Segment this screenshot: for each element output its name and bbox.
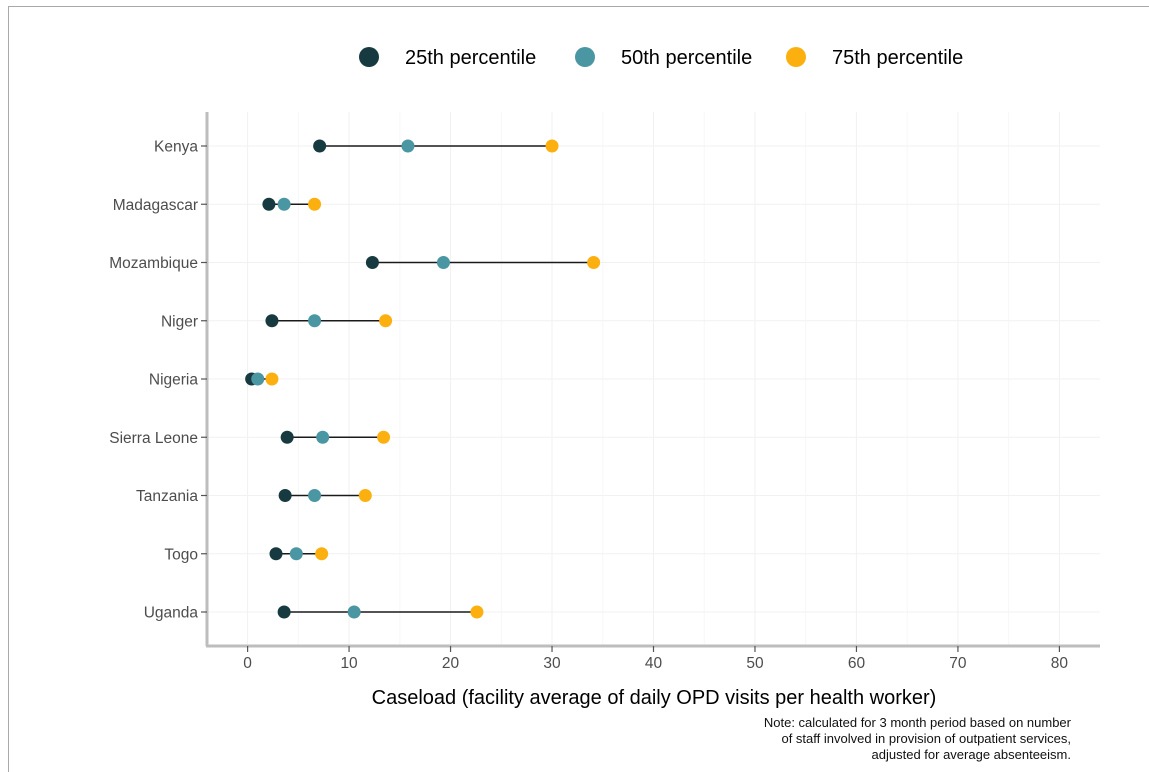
y-tick-label: Sierra Leone [109,430,198,447]
legend-swatch [786,47,806,67]
footnote: Note: calculated for 3 month period base… [764,715,1071,763]
point-p50 [308,314,322,328]
y-tick-label: Tanzania [136,488,198,505]
legend-label: 75th percentile [832,47,963,69]
grid [207,112,1100,646]
point-p75 [470,605,484,619]
y-axis-ticks: Kenya Madagascar Mozambique Niger Nigeria Sie… [109,139,207,622]
y-tick-label: Niger [161,313,198,330]
point-p25 [269,547,283,561]
footnote-line-3: adjusted for average absenteeism. [871,747,1071,762]
point-p50 [436,256,450,269]
x-tick-label: 50 [746,655,764,672]
x-tick-label: 0 [243,655,252,672]
data-marks [245,139,601,619]
y-tick-label: Madagascar [113,197,198,214]
point-p50 [347,605,361,619]
point-p25 [365,256,379,269]
point-p75 [379,314,393,328]
point-p25 [262,197,276,211]
point-p75 [587,256,601,269]
footnote-line-2: of staff involved in provision of outpat… [781,731,1071,746]
x-tick-label: 40 [645,655,663,672]
point-p50 [401,139,415,153]
point-p25 [280,430,294,444]
point-p75 [265,372,279,386]
point-p25 [265,314,279,328]
x-tick-label: 70 [949,655,967,672]
legend-label: 25th percentile [405,47,536,69]
point-p50 [289,547,303,561]
point-p50 [316,430,330,444]
legend-label: 50th percentile [621,47,752,69]
x-tick-label: 20 [442,655,460,672]
x-tick-label: 60 [848,655,866,672]
x-tick-label: 10 [340,655,358,672]
point-p75 [315,547,329,561]
point-p25 [277,605,291,619]
y-tick-label: Togo [164,546,198,563]
chart-frame [8,6,1149,772]
point-p50 [251,372,265,386]
legend-swatch [359,47,379,67]
point-p50 [277,197,291,211]
point-p75 [545,139,559,153]
point-p50 [308,489,322,502]
y-tick-label: Kenya [154,139,198,156]
legend: 25th percentile 50th percentile 75th perce… [359,47,963,69]
legend-swatch [575,47,595,67]
footnote-line-1: Note: calculated for 3 month period base… [763,715,1071,730]
y-tick-label: Mozambique [109,255,198,272]
point-p75 [308,197,322,211]
y-tick-label: Nigeria [149,372,198,389]
point-p75 [377,430,391,444]
y-tick-label: Uganda [144,605,199,622]
point-p25 [313,139,327,153]
point-p75 [358,489,372,502]
x-tick-label: 80 [1051,655,1069,672]
x-axis-ticks: 0 10 20 30 40 50 60 70 80 [243,646,1068,672]
x-tick-label: 30 [543,655,561,672]
point-p25 [278,489,292,502]
x-axis-label: Caseload (facility average of daily OPD … [372,687,937,709]
